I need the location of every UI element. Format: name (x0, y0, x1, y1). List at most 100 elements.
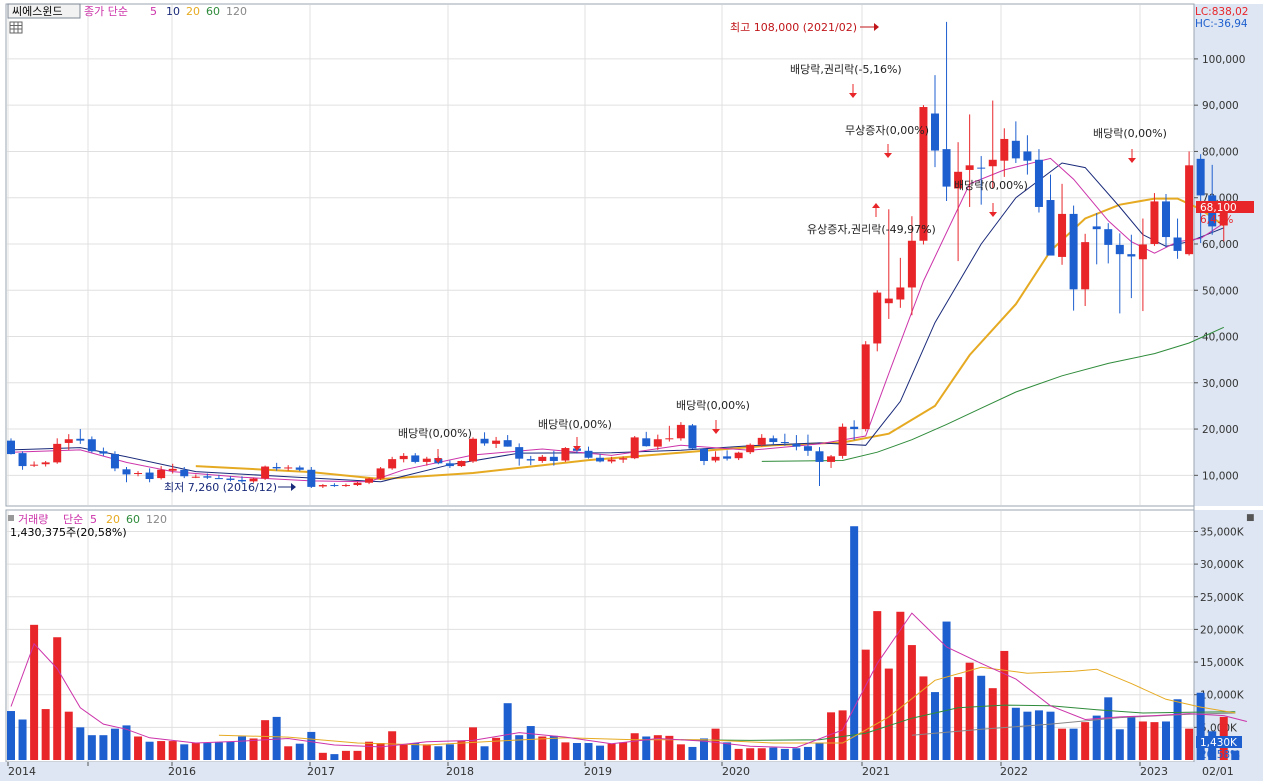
volume-bar (1034, 710, 1043, 760)
volume-ma-120[interactable]: 120 (146, 513, 167, 526)
volume-bar (341, 750, 350, 760)
ma-period-120[interactable]: 120 (226, 5, 247, 18)
candle-body (99, 451, 108, 454)
event-label: 배당락(0,00%) (1093, 127, 1167, 140)
volume-bar (64, 711, 73, 760)
volume-bar (41, 709, 50, 760)
volume-bar (538, 736, 547, 760)
candle-body (538, 456, 547, 461)
event-arrow-head (884, 153, 892, 158)
volume-ma20-line (218, 666, 1236, 746)
candle-body (665, 438, 674, 440)
volume-bar (307, 731, 316, 760)
date-tick-label: 02/01 (1202, 765, 1234, 778)
date-tick-label: 2014 (8, 765, 36, 778)
stock-name-box[interactable] (7, 3, 81, 19)
volume-ma-5[interactable]: 5 (90, 513, 97, 526)
volume-tick-label: 20,000K (1200, 624, 1245, 636)
volume-bar (630, 733, 639, 760)
volume-bar (134, 736, 143, 760)
current-change: 6,41% (1200, 214, 1233, 226)
price-panel[interactable] (5, 3, 1195, 507)
candle-body (445, 463, 454, 467)
event-label: 배당락,권리락(-5,16%) (790, 63, 902, 76)
volume-bar (1023, 711, 1032, 760)
volume-bar (18, 719, 27, 760)
volume-bar (284, 746, 293, 760)
volume-bar (561, 742, 570, 760)
table-view-icon[interactable] (9, 21, 23, 34)
candle-body (30, 464, 39, 466)
candle-body (411, 455, 420, 462)
volume-bar (515, 735, 524, 760)
volume-tick-label: 25,000K (1200, 592, 1245, 604)
candle-body (792, 443, 801, 447)
candle-body (53, 443, 62, 463)
price-tick-label: 50,000 (1202, 285, 1239, 297)
candle-body (7, 440, 15, 455)
event-arrow-head (989, 212, 997, 217)
ma-period-20[interactable]: 20 (186, 5, 200, 18)
volume-bar (226, 741, 235, 760)
candle-body (365, 478, 374, 483)
volume-bar (769, 747, 778, 760)
volume-bar (445, 744, 454, 760)
event-arrow-head (712, 429, 720, 434)
volume-bar (1058, 728, 1067, 760)
volume-bar (642, 736, 651, 760)
candle-body (261, 466, 270, 479)
candle-body (226, 478, 235, 480)
volume-close-icon[interactable]: ■ (1246, 513, 1255, 523)
volume-bar (295, 743, 304, 760)
candle-body (873, 292, 882, 344)
volume-bar (318, 752, 327, 760)
event-label: 배당락(0,00%) (954, 179, 1028, 192)
ma-period-60[interactable]: 60 (206, 5, 220, 18)
price-tick-label: 20,000 (1202, 424, 1239, 436)
date-tick-label: 2021 (862, 765, 890, 778)
ma-period-10[interactable]: 10 (166, 5, 180, 18)
price-tick-label: 10,000 (1202, 470, 1239, 482)
volume-bar (549, 735, 558, 760)
candle-body (954, 171, 963, 189)
volume-bar (572, 743, 581, 760)
candle-body (64, 439, 73, 443)
lc-readout: LC:838,02 (1195, 6, 1248, 18)
volume-bar (942, 621, 951, 760)
stock-name[interactable]: 씨에스윈드 (12, 4, 63, 18)
date-tick-label: 2016 (168, 765, 196, 778)
volume-badge (1196, 736, 1242, 748)
volume-bar (272, 716, 281, 760)
event-annotations: 최고 108,000 (2021/02) 최저 7,260 (2016/12) 배당… (164, 21, 1167, 494)
volume-bar (1069, 728, 1078, 760)
volume-bar (480, 746, 489, 760)
candle-body (884, 298, 893, 304)
candle-body (942, 149, 951, 187)
volume-ma-20[interactable]: 20 (106, 513, 120, 526)
volume-ma-60[interactable]: 60 (126, 513, 140, 526)
volume-bar (457, 741, 466, 760)
candle-body (388, 459, 397, 469)
candle-body (1162, 201, 1170, 238)
price-grid (7, 5, 1193, 505)
volume-ma-lines (10, 612, 1248, 749)
candle-body (850, 426, 859, 430)
date-tick-label: 2019 (584, 765, 612, 778)
candle-body (457, 460, 466, 467)
date-tick-label: 2023 (1140, 765, 1168, 778)
volume-bar (110, 728, 119, 760)
volume-bar (919, 676, 928, 760)
volume-bar (838, 710, 847, 760)
event-arrow-head (434, 458, 442, 463)
candles (7, 21, 1228, 489)
candle-body (711, 456, 720, 461)
volume-bar (30, 624, 39, 760)
volume-bar (1196, 692, 1205, 760)
volume-bar (1092, 715, 1101, 760)
candle-body (688, 425, 697, 449)
candle-body (469, 438, 477, 462)
candle-body (376, 468, 385, 479)
ma-period-5[interactable]: 5 (150, 5, 157, 18)
candle-body (87, 439, 96, 452)
